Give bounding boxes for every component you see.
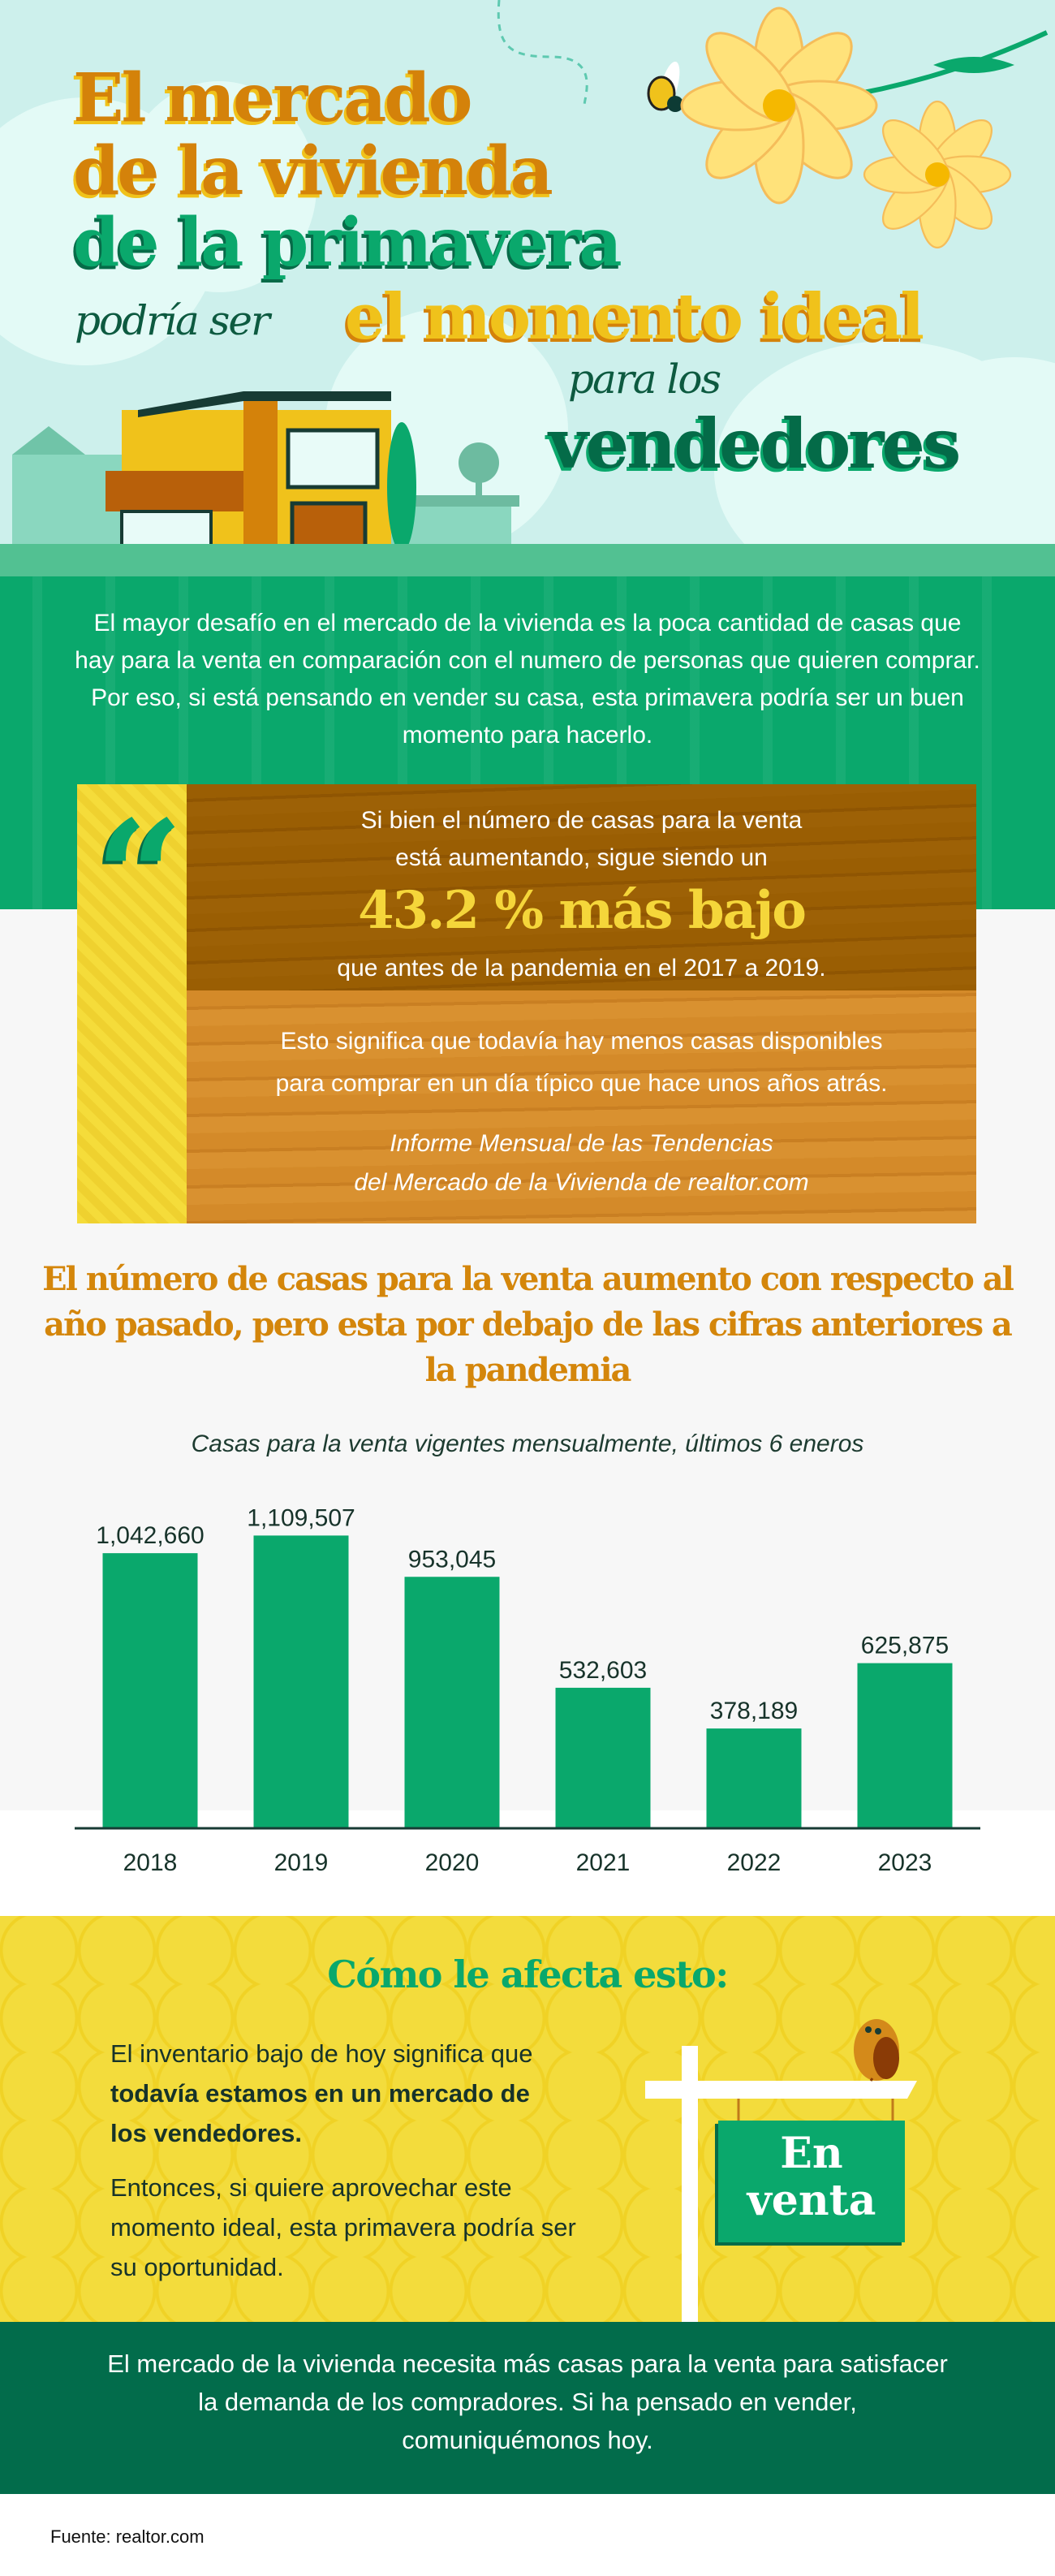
- bar-chart: 1,042,660 2018 1,109,507 2019 953,045 2020 532…: [75, 1504, 980, 1876]
- data-label-2019: 1,109,507: [247, 1504, 355, 1531]
- bee-trail: [497, 0, 588, 106]
- bar-2023: [857, 1663, 953, 1828]
- data-label-2021: 532,603: [559, 1657, 647, 1684]
- headline-line-2: de la vivienda: [73, 132, 553, 210]
- for-sale-sign-illustration: [645, 2019, 917, 2322]
- quote-highlight: 43.2 % más bajo: [187, 880, 976, 941]
- headline-italic-1: podría ser: [75, 297, 270, 344]
- bar-2019: [253, 1535, 349, 1828]
- quote-line-1: Si bien el número de casas para la venta: [360, 807, 803, 834]
- flowers-and-bee-illustration: [497, 0, 1049, 249]
- headline-line-3: de la primavera: [73, 204, 622, 282]
- sign-crossbar: [645, 2081, 917, 2099]
- quote-body-2: para comprar en un día típico que hace u…: [275, 1070, 888, 1097]
- quote-strip: [77, 784, 187, 1223]
- closing-paragraph: El mercado de la vivienda necesita más c…: [107, 2349, 948, 2454]
- impact-paragraph-1: El inventario bajo de hoy significa que …: [110, 2034, 565, 2153]
- headline-line-1: El mercado: [73, 59, 472, 137]
- bar-2018: [102, 1553, 198, 1828]
- for-sale-sign: En venta: [718, 2121, 905, 2242]
- data-label-2022: 378,189: [710, 1698, 798, 1724]
- quote-top-panel: [187, 784, 976, 990]
- quote-body-1: Esto significa que todavía hay menos cas…: [280, 1028, 883, 1055]
- headline-line-6: vendedores: [549, 403, 961, 484]
- closing-section: [0, 2322, 1055, 2494]
- impact-bold-text: todavía estamos en un mercado de los ven…: [110, 2079, 530, 2147]
- flower-icon: [680, 6, 878, 205]
- quote-box: “ Si bien el número de casas para la ven…: [77, 784, 976, 1223]
- flower-icon: [863, 100, 1012, 249]
- intro-paragraph: El mayor desafío en el mercado de la viv…: [75, 610, 980, 749]
- source-note: Fuente: realtor.com: [50, 2526, 205, 2547]
- impact-heading: Cómo le afecta esto:: [327, 1952, 729, 1996]
- cloud: [122, 81, 316, 292]
- bar-2021: [555, 1687, 651, 1828]
- quote-bottom-panel: [187, 990, 976, 1223]
- data-label-2020: 953,045: [408, 1546, 496, 1573]
- bar-2020: [404, 1577, 500, 1828]
- quote-citation-1: Informe Mensual de las Tendencias: [390, 1130, 773, 1157]
- quote-line-2: está aumentando, sigue siendo un: [395, 844, 768, 871]
- sign-line-2: venta: [747, 2176, 876, 2225]
- x-tick-label-2022: 2022: [727, 1849, 782, 1876]
- chart-title: El número de casas para la venta aumento…: [42, 1260, 1014, 1389]
- data-label-2023: 625,875: [861, 1633, 949, 1659]
- quote-citation-2: del Mercado de la Vivienda de realtor.co…: [354, 1169, 809, 1196]
- bird-icon: [854, 2019, 899, 2082]
- sign-post: [682, 2046, 698, 2322]
- x-tick-label-2021: 2021: [576, 1849, 631, 1876]
- impact-text: El inventario bajo de hoy significa que: [110, 2039, 533, 2068]
- bar-2022: [706, 1728, 802, 1828]
- leaf: [933, 57, 1014, 73]
- x-tick-label-2018: 2018: [123, 1849, 178, 1876]
- quote-mark-icon: “: [95, 787, 184, 968]
- houses-illustration: [12, 391, 519, 552]
- headline-italic-2: para los: [568, 356, 721, 403]
- chart-subtitle: Casas para la venta vigentes mensualment…: [191, 1430, 864, 1457]
- quote-line-3: que antes de la pandemia en el 2017 a 20…: [337, 955, 826, 982]
- grass-strip: [0, 544, 1055, 576]
- x-tick-label-2023: 2023: [878, 1849, 932, 1876]
- impact-paragraph-2: Entonces, si quiere aprovechar este mome…: [110, 2173, 576, 2281]
- bee-icon: [647, 61, 683, 112]
- data-label-2018: 1,042,660: [96, 1522, 204, 1549]
- x-tick-label-2019: 2019: [274, 1849, 329, 1876]
- sign-line-1: En: [780, 2129, 843, 2178]
- hero-section: El mercado de la vivienda de la primaver…: [0, 0, 1055, 568]
- impact-section: [0, 1916, 1055, 2322]
- quote-highlight-text: 43.2 % más bajo: [358, 880, 807, 941]
- headline-highlight: el momento ideal: [345, 280, 924, 354]
- x-tick-label-2020: 2020: [425, 1849, 480, 1876]
